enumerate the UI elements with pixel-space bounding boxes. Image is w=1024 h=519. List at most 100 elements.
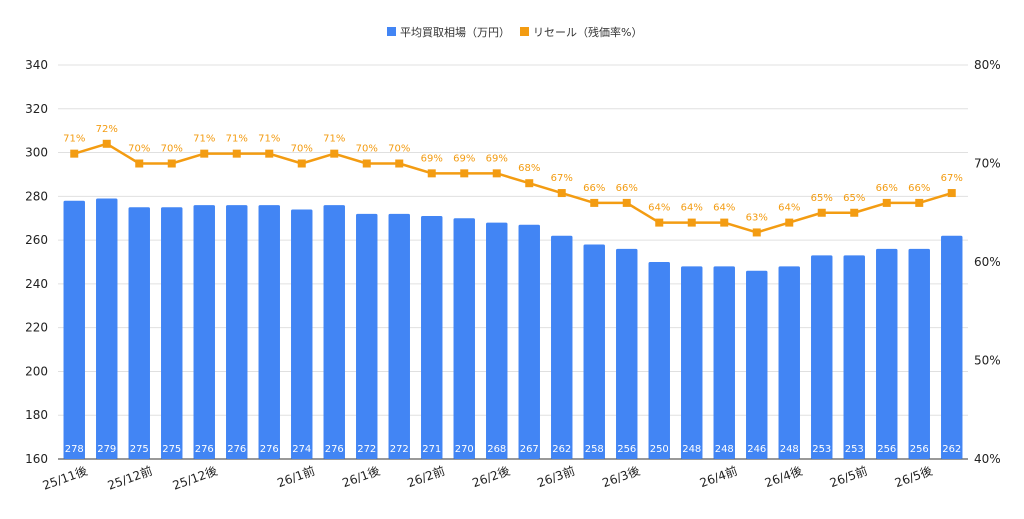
legend-label-bars: 平均買取相場（万円） xyxy=(400,26,510,39)
legend-swatch-bars xyxy=(387,27,396,36)
line-point xyxy=(135,159,144,168)
line-value-label: 67% xyxy=(551,173,573,184)
line-point xyxy=(655,218,664,227)
line-point xyxy=(590,198,599,207)
bar xyxy=(778,266,800,459)
line-value-label: 68% xyxy=(518,163,540,174)
bar xyxy=(843,255,865,459)
line-point xyxy=(915,198,924,207)
y-left-tick-label: 320 xyxy=(25,102,48,116)
bar-value-label: 262 xyxy=(942,444,961,455)
x-tick-label: 26/2後 xyxy=(470,464,511,490)
legend: 平均買取相場（万円） リセール（残価率%） xyxy=(387,25,642,39)
line-point xyxy=(427,169,436,178)
line-point xyxy=(785,218,794,227)
y-left-tick-label: 160 xyxy=(25,452,48,466)
line-value-label: 64% xyxy=(778,203,800,214)
bar-value-label: 248 xyxy=(780,444,799,455)
x-tick-label: 25/12前 xyxy=(105,463,154,493)
bar-value-label: 275 xyxy=(130,444,149,455)
bar xyxy=(193,205,215,459)
line-value-labels: 71% 72% 70% 70% 71% 71% 71% 70% 71% 70% 70% 69% 69% 6… xyxy=(63,124,963,224)
bar xyxy=(453,218,475,459)
line-value-label: 66% xyxy=(876,183,898,194)
bar-value-label: 268 xyxy=(487,444,506,455)
x-tick-label: 26/5後 xyxy=(893,464,934,490)
line-point xyxy=(525,179,534,188)
bar-series xyxy=(63,198,963,459)
bar xyxy=(746,270,768,459)
bar xyxy=(648,262,670,459)
bar xyxy=(356,213,378,459)
line-point xyxy=(557,189,566,198)
line-point xyxy=(70,149,79,158)
y-axis-right: 40% 50% 60% 70% 80% xyxy=(974,58,1001,466)
bar xyxy=(388,213,410,459)
bar xyxy=(226,205,248,459)
bar xyxy=(63,200,85,459)
bar xyxy=(616,248,638,459)
line-value-label: 66% xyxy=(908,183,930,194)
line-value-label: 66% xyxy=(583,183,605,194)
line-point xyxy=(200,149,209,158)
line-value-label: 67% xyxy=(941,173,963,184)
line-point xyxy=(882,198,891,207)
line-value-label: 65% xyxy=(811,193,833,204)
bar xyxy=(161,207,183,459)
bar-value-label: 248 xyxy=(682,444,701,455)
legend-swatch-line xyxy=(520,27,529,36)
bar-value-label: 258 xyxy=(585,444,604,455)
line-value-label: 69% xyxy=(421,153,443,164)
line-point xyxy=(947,189,956,198)
bar-value-label: 256 xyxy=(910,444,929,455)
y-right-tick-label: 70% xyxy=(974,157,1001,171)
x-tick-label: 25/11後 xyxy=(41,464,90,493)
line-point xyxy=(232,149,241,158)
x-tick-label: 25/12後 xyxy=(171,464,220,493)
y-right-tick-label: 50% xyxy=(974,354,1001,368)
line-value-label: 71% xyxy=(63,134,85,145)
bar xyxy=(908,248,930,459)
x-tick-label: 26/3後 xyxy=(600,464,641,490)
y-left-tick-label: 340 xyxy=(25,58,48,72)
line-value-label: 71% xyxy=(226,134,248,145)
x-tick-label: 26/5前 xyxy=(828,463,870,490)
legend-label-line: リセール（残価率%） xyxy=(533,25,642,39)
line-point xyxy=(167,159,176,168)
bar-value-label: 276 xyxy=(227,444,246,455)
line-series xyxy=(70,139,956,237)
bar xyxy=(258,205,280,459)
line-point xyxy=(720,218,729,227)
y-left-tick-label: 280 xyxy=(25,189,48,203)
line-value-label: 63% xyxy=(746,212,768,223)
y-left-tick-label: 240 xyxy=(25,277,48,291)
line-value-label: 72% xyxy=(96,124,118,135)
bar-value-label: 276 xyxy=(195,444,214,455)
y-right-tick-label: 60% xyxy=(974,255,1001,269)
line-value-label: 66% xyxy=(616,183,638,194)
bar-value-label: 256 xyxy=(617,444,636,455)
line-value-label: 64% xyxy=(713,203,735,214)
line-value-label: 70% xyxy=(388,144,410,155)
bar-value-label: 250 xyxy=(650,444,669,455)
bar xyxy=(291,209,313,459)
y-right-tick-label: 80% xyxy=(974,58,1001,72)
x-tick-label: 26/2前 xyxy=(405,463,447,490)
bar-value-label: 248 xyxy=(715,444,734,455)
bar-value-label: 246 xyxy=(747,444,766,455)
bar xyxy=(486,222,508,459)
bar-value-label: 279 xyxy=(97,444,116,455)
line-value-label: 70% xyxy=(161,144,183,155)
y-left-tick-label: 220 xyxy=(25,321,48,335)
bar-value-label: 276 xyxy=(325,444,344,455)
line-point xyxy=(460,169,469,178)
bar-value-label: 271 xyxy=(422,444,441,455)
y-axis-left: 160 180 200 220 240 260 280 300 320 340 xyxy=(25,58,48,466)
bar-value-label: 270 xyxy=(455,444,474,455)
line-point xyxy=(330,149,339,158)
line-point xyxy=(622,198,631,207)
bar xyxy=(876,248,898,459)
line-point xyxy=(850,208,859,217)
line-point xyxy=(752,228,761,237)
